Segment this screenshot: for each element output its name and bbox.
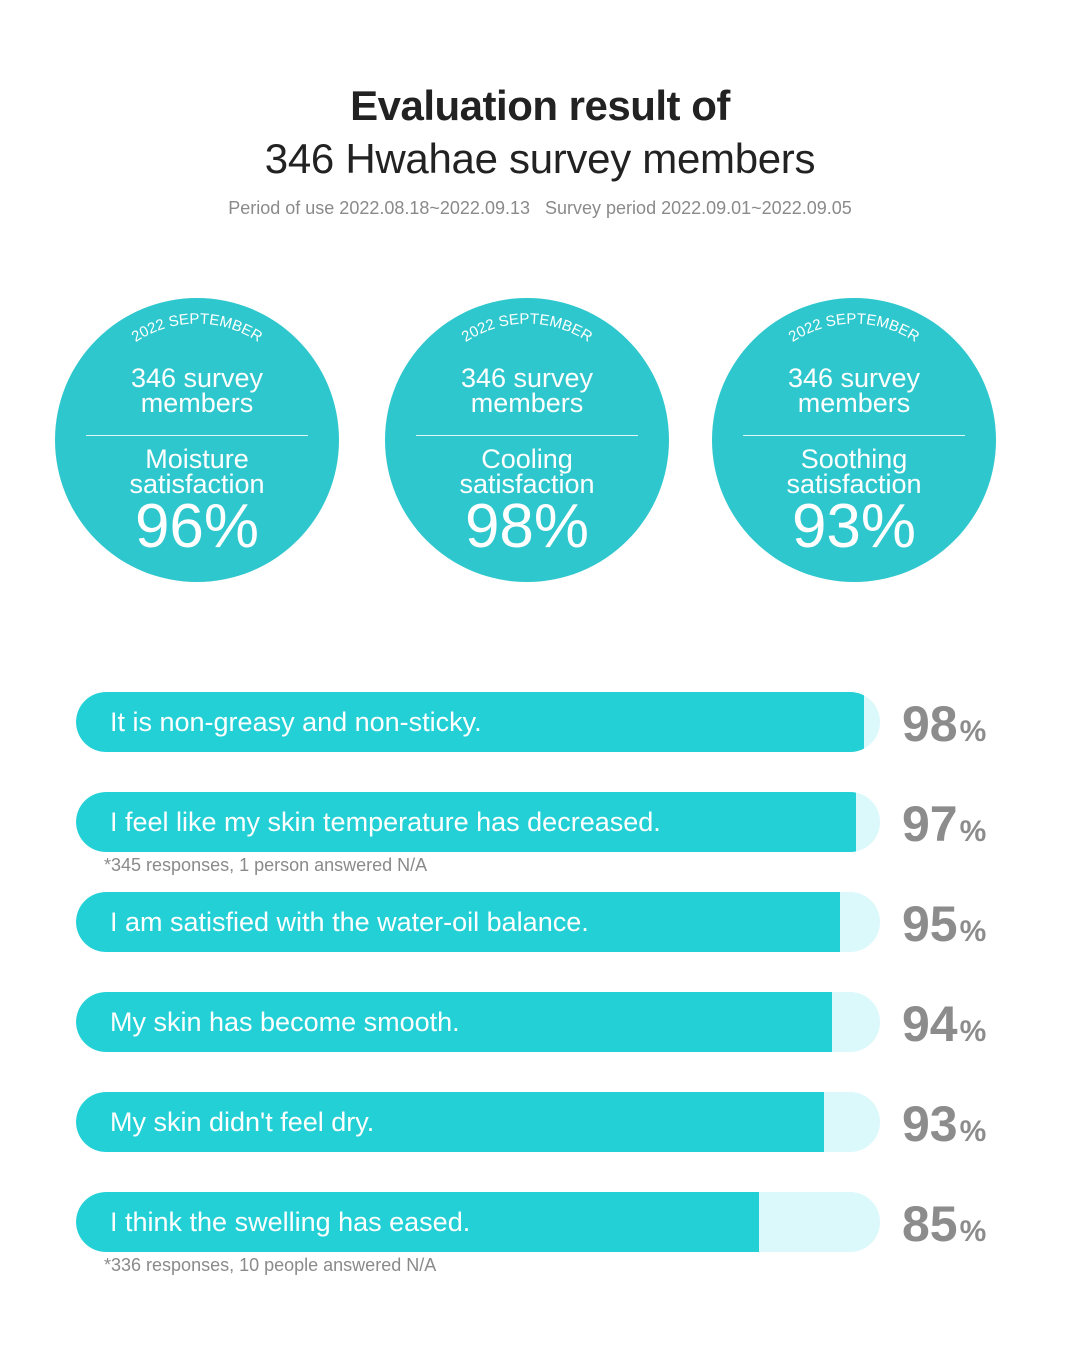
period-of-use: Period of use 2022.08.18~2022.09.13 [228, 198, 530, 218]
bar-row: My skin didn't feel dry. 93% [76, 1092, 1006, 1152]
bar-fill [76, 692, 864, 752]
bar-row: I feel like my skin temperature has decr… [76, 792, 1006, 852]
bar-label: I think the swelling has eased. [110, 1207, 471, 1237]
bar-label: My skin didn't feel dry. [110, 1107, 375, 1137]
badge-arc-text: 2022 SEPTEMBER [786, 310, 923, 345]
bar-track: I feel like my skin temperature has decr… [76, 792, 880, 852]
response-note: *336 responses, 10 people answered N/A [104, 1255, 437, 1275]
bar-track: I am satisfied with the water-oil balanc… [76, 892, 880, 952]
badge-arc-label: 2022 SEPTEMBER [786, 310, 923, 345]
bar-label: I feel like my skin temperature has decr… [110, 807, 661, 837]
badge-members: 346 survey members [130, 363, 264, 418]
badge-value: 98% [464, 492, 590, 561]
bar-value: 85% [902, 1196, 987, 1252]
cooling-badge: 2022 SEPTEMBER 346 survey members Coolin… [385, 298, 669, 582]
badge-value: 93% [791, 492, 917, 561]
bar-fill [76, 1192, 759, 1252]
page-title: Evaluation result of [350, 82, 730, 129]
badge-members: 346 survey members [460, 363, 594, 418]
badge-metric: Cooling satisfaction [459, 444, 595, 499]
bar-fill [76, 892, 840, 952]
badge-metric: Soothing satisfaction [786, 444, 922, 499]
badge-arc-text: 2022 SEPTEMBER [129, 310, 266, 345]
svg-text:2022 SEPTEMBER: 2022 SEPTEMBER [786, 310, 923, 345]
svg-text:2022 SEPTEMBER: 2022 SEPTEMBER [459, 310, 596, 345]
badge-metric: Moisture satisfaction [129, 444, 265, 499]
bar-track: My skin didn't feel dry. [76, 1092, 880, 1152]
bar-label: My skin has become smooth. [110, 1007, 460, 1037]
survey-period: Survey period 2022.09.01~2022.09.05 [545, 198, 852, 218]
bar-label: It is non-greasy and non-sticky. [110, 707, 482, 737]
bar-track: It is non-greasy and non-sticky. [76, 692, 880, 752]
badge-value: 96% [134, 492, 260, 561]
badge-arc-label: 2022 SEPTEMBER [459, 310, 596, 345]
badge-arc-text: 2022 SEPTEMBER [459, 310, 596, 345]
svg-text:2022 SEPTEMBER: 2022 SEPTEMBER [129, 310, 266, 345]
page-subtitle: 346 Hwahae survey members [264, 135, 816, 182]
bar-track: I think the swelling has eased. [76, 1192, 880, 1252]
bar-row: I think the swelling has eased. 85% [76, 1192, 1006, 1252]
bar-track: My skin has become smooth. [76, 992, 880, 1052]
moisture-badge: 2022 SEPTEMBER 346 survey members Moistu… [55, 298, 339, 582]
survey-periods: Period of use 2022.08.18~2022.09.13 Surv… [0, 198, 1080, 219]
bar-row: It is non-greasy and non-sticky. 98% [76, 692, 1006, 752]
bar-value: 94% [902, 996, 987, 1052]
response-note: *345 responses, 1 person answered N/A [104, 855, 428, 875]
bar-value: 97% [902, 796, 987, 852]
bar-value: 95% [902, 896, 987, 952]
bar-fill [76, 792, 856, 852]
badge-divider [743, 435, 965, 436]
bar-row: My skin has become smooth. 94% [76, 992, 1006, 1052]
badge-members: 346 survey members [787, 363, 921, 418]
bar-row: I am satisfied with the water-oil balanc… [76, 892, 1006, 952]
bar-value: 98% [902, 696, 987, 752]
bar-fill [76, 1092, 824, 1152]
bar-label: I am satisfied with the water-oil balanc… [110, 907, 589, 937]
badge-arc-label: 2022 SEPTEMBER [129, 310, 266, 345]
soothing-badge: 2022 SEPTEMBER 346 survey members Soothi… [712, 298, 996, 582]
badge-divider [416, 435, 638, 436]
badge-divider [86, 435, 308, 436]
bar-fill [76, 992, 832, 1052]
bar-value: 93% [902, 1096, 987, 1152]
